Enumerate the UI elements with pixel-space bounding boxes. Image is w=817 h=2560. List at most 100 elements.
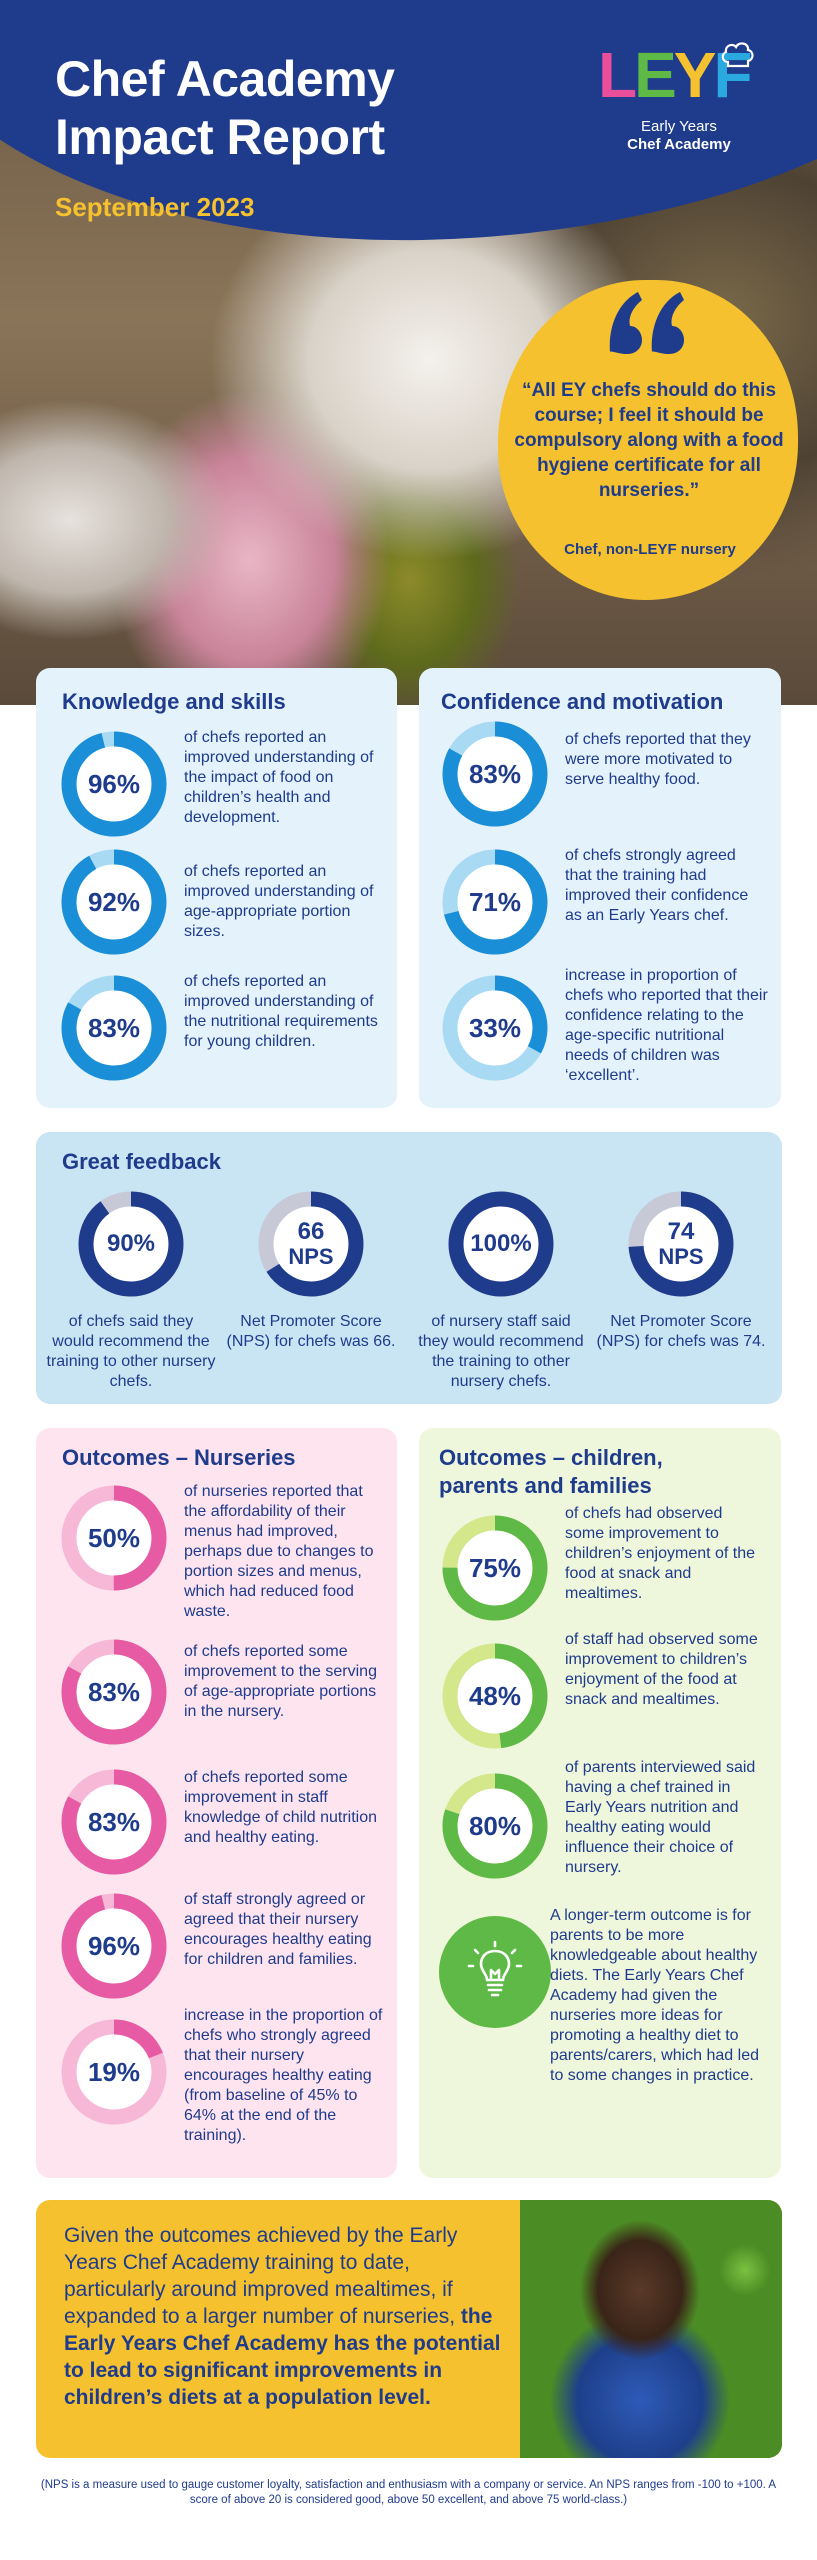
ring-fill [61,2019,167,2125]
ring-graphic [61,731,167,837]
ring-graphic [442,1773,548,1879]
nps-footnote: (NPS is a measure used to gauge customer… [40,2479,777,2506]
ring-fill [258,1191,364,1297]
families-stat: 48% of staff had observed some improveme… [439,1631,774,1752]
nurseries-stat: 83% of chefs reported some improvement t… [58,1636,393,1748]
percent-ring: 96% [58,1890,170,2002]
percent-ring: 71% [439,846,551,958]
percent-ring: 75% [439,1512,551,1624]
lightbulb-glyph [467,1940,523,1997]
ring-graphic [61,2019,167,2125]
confidence-motivation-title: Confidence and motivation [441,689,724,714]
stat-description: of chefs reported an improved understand… [184,973,378,1050]
feedback-stat: 74 NPS Net Promoter Score (NPS) for chefs… [596,1188,766,1352]
percent-ring: 83% [58,972,170,1084]
ring-fill [442,975,548,1081]
stat-description: of chefs reported that they were more mo… [565,731,751,788]
knowledge-skills-title: Knowledge and skills [62,689,286,714]
stat-description: of nursery staff said they would recomme… [418,1313,584,1390]
percent-ring: 48% [439,1640,551,1752]
ring-fill [61,731,167,837]
quote-text: “All EY chefs should do this course; I f… [514,380,784,501]
percent-ring: 83% [58,1766,170,1878]
stat-description: of chefs reported some improvement in st… [184,1769,378,1846]
percent-ring: 80% [439,1770,551,1882]
ring-fill [442,1515,548,1621]
great-feedback-title: Great feedback [62,1149,221,1174]
ring-fill [61,1639,167,1745]
chef-hat-icon [721,42,754,68]
stat-description: of staff had observed some improvement t… [565,1631,758,1708]
ring-graphic [61,975,167,1081]
stat-description: of nurseries reported that the affordabi… [184,1483,374,1620]
confidence-stat: 83% of chefs reported that they were mor… [439,718,774,830]
ring-graphic [61,1639,167,1745]
ring-fill [61,975,167,1081]
percent-ring: 66 NPS [255,1188,367,1300]
ring-graphic [78,1191,184,1297]
logo-wordmark: LEYF [598,39,753,111]
feedback-stat: 90% of chefs said they would recommend t… [46,1188,216,1392]
knowledge-stat: 96% of chefs reported an improved unders… [58,728,388,840]
ring-graphic [442,721,548,827]
percent-ring: 83% [439,718,551,830]
confidence-stat: 71% of chefs strongly agreed that the tr… [439,846,774,958]
confidence-stat: 33% increase in proportion of chefs who … [439,967,774,1086]
feedback-stat: 100% of nursery staff said they would re… [416,1188,586,1392]
quote-bubble [498,280,798,600]
stat-description: Net Promoter Score (NPS) for chefs was 7… [596,1313,766,1350]
outcomes-nurseries-title: Outcomes – Nurseries [62,1445,296,1470]
ring-fill [61,849,167,955]
families-stat: 80% of parents interviewed said having a… [439,1759,774,1882]
outcomes-families-title: Outcomes – children, parents and familie… [439,1445,663,1498]
percent-ring: 74 NPS [625,1188,737,1300]
ring-graphic [442,1643,548,1749]
ring-graphic [442,975,548,1081]
stat-description: of parents interviewed said having a che… [565,1759,756,1876]
knowledge-stat: 92% of chefs reported an improved unders… [58,846,388,958]
ring-fill [448,1191,554,1297]
ring-graphic [61,1893,167,1999]
ring-graphic [61,1769,167,1875]
conclusion-photo-child [520,2200,782,2458]
stat-description: of chefs reported some improvement to th… [184,1643,377,1720]
percent-ring: 50% [58,1482,170,1594]
report-date: September 2023 [55,192,255,222]
quote-mark-icon [609,292,684,354]
logo-subtitle-chef-academy: Chef Academy [627,136,731,153]
feedback-stat: 66 NPS Net Promoter Score (NPS) for chefs… [226,1188,396,1352]
ring-graphic [448,1191,554,1297]
ring-graphic [61,1485,167,1591]
conclusion-banner: Given the outcomes achieved by the Early… [36,2200,782,2458]
stat-description: Net Promoter Score (NPS) for chefs was 6… [226,1313,396,1350]
lightbulb-icon [439,1916,551,2028]
ring-graphic [61,849,167,955]
stat-description: of staff strongly agreed or agreed that … [184,1891,372,1968]
percent-ring: 90% [75,1188,187,1300]
ring-fill [61,1485,167,1591]
percent-ring: 33% [439,972,551,1084]
ring-graphic [442,849,548,955]
ring-fill [78,1191,184,1297]
stat-description: increase in proportion of chefs who repo… [565,967,768,1084]
page-title: Chef Academy Impact Report [55,51,395,165]
stat-description: of chefs reported an improved understand… [184,729,374,826]
stat-description: of chefs said they would recommend the t… [46,1313,216,1390]
leyf-logo: LEYF Early Years Chef Academy [598,40,768,160]
conclusion-text: Given the outcomes achieved by the Early… [64,2224,501,2409]
quote-attribution: Chef, non-LEYF nursery [564,541,736,558]
ring-graphic [442,1515,548,1621]
percent-ring: 19% [58,2016,170,2128]
nurseries-stat: 83% of chefs reported some improvement i… [58,1766,393,1878]
nurseries-stat: 50% of nurseries reported that the affor… [58,1482,393,1622]
stat-description: of chefs reported an improved understand… [184,863,374,940]
ring-fill [628,1191,734,1297]
ring-fill [442,849,548,955]
nurseries-stat: 19% increase in the proportion of chefs … [58,2007,393,2146]
ring-graphic [258,1191,364,1297]
knowledge-stat: 83% of chefs reported an improved unders… [58,972,388,1084]
families-stat: 75% of chefs had observed some improveme… [439,1505,774,1624]
ring-fill [442,721,548,827]
ring-fill [61,1893,167,1999]
percent-ring: 100% [445,1188,557,1300]
